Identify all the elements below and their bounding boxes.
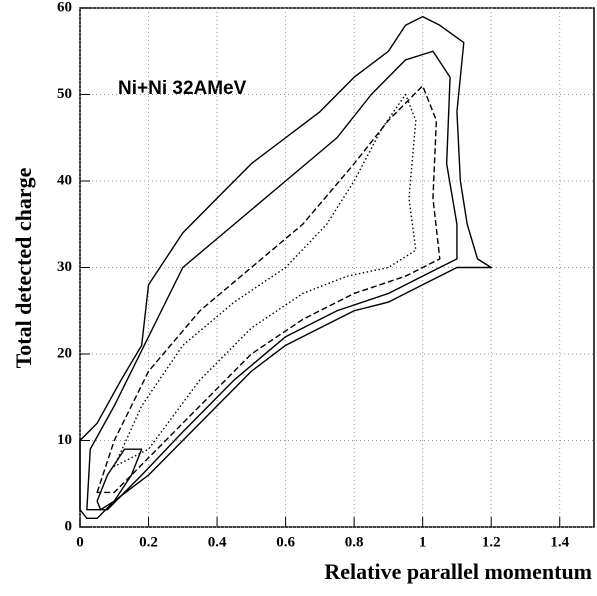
y-tick-label: 50 [57, 86, 72, 102]
x-tick-label: 0 [76, 534, 84, 550]
x-tick-label: 0.8 [345, 534, 364, 550]
x-tick-label: 1 [419, 534, 427, 550]
x-tick-label: 0.2 [139, 534, 158, 550]
y-tick-label: 30 [57, 259, 72, 275]
y-tick-label: 40 [57, 172, 72, 188]
y-tick-label: 0 [65, 518, 73, 534]
y-axis-label: Total detected charge [11, 167, 36, 368]
x-tick-label: 0.6 [276, 534, 295, 550]
y-tick-label: 20 [57, 345, 72, 361]
y-tick-label: 10 [57, 432, 72, 448]
x-tick-label: 1.4 [550, 534, 569, 550]
contour-line [86, 50, 458, 511]
contour-line [96, 85, 441, 494]
y-tick-label: 60 [57, 0, 72, 15]
x-axis-label: Relative parallel momentum [324, 559, 592, 584]
contour-line [79, 15, 492, 520]
x-tick-label: 0.4 [208, 534, 227, 550]
x-tick-label: 1.2 [482, 534, 501, 550]
annotation: Ni+Ni 32AMeV [118, 78, 247, 99]
contour-line [113, 93, 417, 468]
contour-line [96, 448, 143, 511]
